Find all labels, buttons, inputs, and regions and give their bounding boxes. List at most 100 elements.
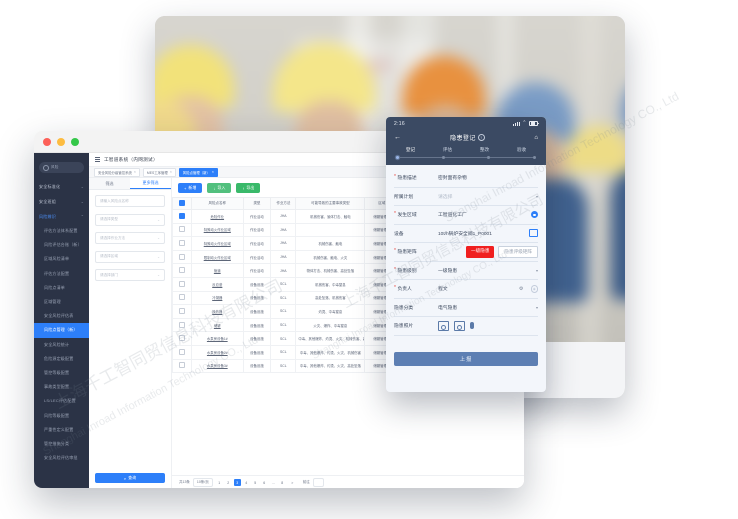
form-row-2[interactable]: * 发生区域 工智道化工厂: [394, 206, 538, 225]
menu-toggle-icon[interactable]: [95, 157, 100, 162]
row-checkbox[interactable]: [179, 294, 186, 301]
row-checkbox-cell[interactable]: [172, 236, 193, 251]
image-add-icon[interactable]: [438, 321, 449, 331]
form-row-7[interactable]: 隐患分类 电气隐患 ▾: [394, 299, 538, 318]
page-number-…[interactable]: …: [271, 480, 276, 485]
step-0[interactable]: 登记: [405, 147, 416, 152]
row-checkbox[interactable]: [179, 239, 186, 246]
sidebar-item-1[interactable]: 风险评估台账（新）: [34, 238, 89, 252]
row-checkbox[interactable]: [179, 321, 186, 328]
page-number-3[interactable]: 3: [233, 479, 241, 486]
row-checkbox-cell[interactable]: [172, 317, 193, 333]
cell-name[interactable]: 水泵房设备1#: [191, 331, 244, 346]
row-checkbox-cell[interactable]: [172, 222, 193, 238]
close-button[interactable]: [43, 137, 51, 146]
sidebar-item-13[interactable]: 风险等级配置: [34, 408, 89, 422]
sidebar-item-15[interactable]: 管控措施分类: [34, 437, 89, 451]
submit-button[interactable]: 上报: [394, 351, 538, 366]
form-row-6[interactable]: * 负责人 程文 ⚙ ◉: [394, 280, 538, 299]
minimize-button[interactable]: [57, 137, 65, 146]
sidebar-item-16[interactable]: 安全风险评估审批: [34, 451, 89, 465]
sidebar-item-10[interactable]: 管控等级配置: [34, 366, 89, 380]
row-checkbox-cell[interactable]: [172, 290, 193, 306]
tab-filter[interactable]: 筛选: [89, 178, 130, 189]
cell-name[interactable]: 特殊动火作业区域: [191, 236, 244, 251]
row-checkbox-cell[interactable]: [172, 209, 193, 224]
form-value[interactable]: 工智道化工厂: [438, 213, 467, 219]
step-2[interactable]: 整改: [479, 147, 490, 152]
cell-name[interactable]: 限制动火作业区域: [191, 249, 244, 265]
tag-gray[interactable]: 隐患评级矩阵: [498, 245, 538, 258]
cell-name[interactable]: 水泵房设备3#: [191, 358, 244, 374]
search-button[interactable]: ⌕ 查询: [95, 473, 165, 483]
form-value[interactable]: 10t/h锅炉安全阀1_P0001: [438, 231, 492, 237]
filter-field-3[interactable]: 请选择区域 ⌄: [95, 250, 165, 263]
cell-name[interactable]: 特殊动火作业区域: [191, 222, 244, 238]
camera-add-icon[interactable]: [454, 321, 465, 331]
step-1[interactable]: 评估: [442, 147, 453, 152]
page-number-8[interactable]: 8: [281, 480, 284, 485]
toolbar-button-1[interactable]: ↓ 导入: [207, 183, 232, 193]
sidebar-group-0[interactable]: 安全标准化 ⌄: [34, 179, 89, 194]
step-3[interactable]: 验收: [516, 147, 527, 152]
row-checkbox[interactable]: [179, 267, 186, 274]
row-checkbox[interactable]: [179, 362, 186, 369]
row-checkbox-cell[interactable]: [172, 358, 193, 374]
tab-2[interactable]: 风险点管理（新） ×: [178, 167, 218, 177]
select-all-checkbox[interactable]: [179, 200, 186, 206]
row-checkbox-cell[interactable]: [172, 344, 193, 360]
row-checkbox-cell[interactable]: [172, 304, 193, 319]
goto-input[interactable]: [312, 478, 324, 487]
tab-more-filter[interactable]: 更多筛选: [130, 178, 171, 189]
scan-icon[interactable]: [529, 229, 538, 238]
form-value[interactable]: 电气隐患: [438, 305, 458, 311]
row-checkbox[interactable]: [179, 226, 186, 233]
cell-name[interactable]: 储罐: [191, 317, 244, 333]
row-checkbox-cell[interactable]: [172, 263, 193, 278]
form-row-3[interactable]: 设备 10t/h锅炉安全阀1_P0001: [394, 225, 538, 244]
next-page-button[interactable]: >: [291, 480, 294, 485]
user-icon[interactable]: ◉: [530, 285, 538, 293]
tag-red[interactable]: 一级隐患: [466, 245, 495, 258]
sidebar-item-0[interactable]: 评估方法体系配置: [34, 224, 89, 238]
form-value[interactable]: 一级隐患: [438, 268, 458, 274]
sidebar-group-2[interactable]: 风险辨识 ⌃: [34, 209, 89, 224]
row-checkbox[interactable]: [179, 253, 186, 260]
form-row-8[interactable]: 隐患照片: [394, 317, 538, 336]
form-row-5[interactable]: * 隐患级别 一级隐患 ▾: [394, 262, 538, 281]
tab-0[interactable]: 安全风险分级管控系统 ×: [94, 167, 140, 177]
sidebar-item-6[interactable]: 安全风险评估表: [34, 309, 89, 323]
row-checkbox[interactable]: [179, 280, 186, 287]
page-number-6[interactable]: 6: [263, 480, 266, 485]
close-icon[interactable]: ×: [211, 170, 214, 174]
sidebar-search-input[interactable]: 风险: [39, 162, 84, 173]
sidebar-group-1[interactable]: 安全班组 ⌄: [34, 194, 89, 209]
page-number-1[interactable]: 1: [218, 480, 221, 485]
cell-name[interactable]: 反应釜: [191, 276, 244, 292]
row-checkbox-cell[interactable]: [172, 249, 193, 265]
cell-name[interactable]: 水泵房设备2#: [191, 344, 244, 360]
location-pin-icon[interactable]: [531, 211, 538, 219]
row-checkbox[interactable]: [179, 335, 186, 342]
cell-name[interactable]: 换热器: [191, 304, 244, 319]
sidebar-item-12[interactable]: LS/LEC评估配置: [34, 394, 89, 408]
sidebar-item-7[interactable]: 风险点管理（新）: [34, 323, 89, 338]
filter-field-4[interactable]: 请选择部门 ⌄: [95, 269, 165, 281]
form-row-1[interactable]: 所属计划 请选择 ▾: [394, 188, 538, 207]
sidebar-item-8[interactable]: 安全风险统计: [34, 338, 89, 352]
form-value[interactable]: 密封面有杂物: [438, 176, 467, 182]
page-number-2[interactable]: 2: [227, 480, 230, 485]
filter-field-0[interactable]: 请输入风险点名称: [95, 195, 165, 207]
cell-name[interactable]: 危险作业: [191, 209, 244, 224]
form-row-0[interactable]: * 隐患描述 密封面有杂物: [394, 169, 538, 188]
page-number-5[interactable]: 5: [254, 480, 257, 485]
sidebar-item-3[interactable]: 评估方法配置: [34, 267, 89, 281]
cell-name[interactable]: 管道: [191, 263, 244, 278]
toolbar-button-0[interactable]: + 新增: [178, 183, 203, 193]
sidebar-item-5[interactable]: 区域管理: [34, 295, 89, 309]
form-row-4[interactable]: * 隐患矩阵 一级隐患 隐患评级矩阵: [394, 243, 538, 262]
sidebar-item-11[interactable]: 事故类型配置: [34, 380, 89, 394]
back-icon[interactable]: ←: [394, 134, 401, 141]
row-checkbox-cell[interactable]: [172, 276, 193, 292]
close-icon[interactable]: ×: [169, 170, 172, 174]
